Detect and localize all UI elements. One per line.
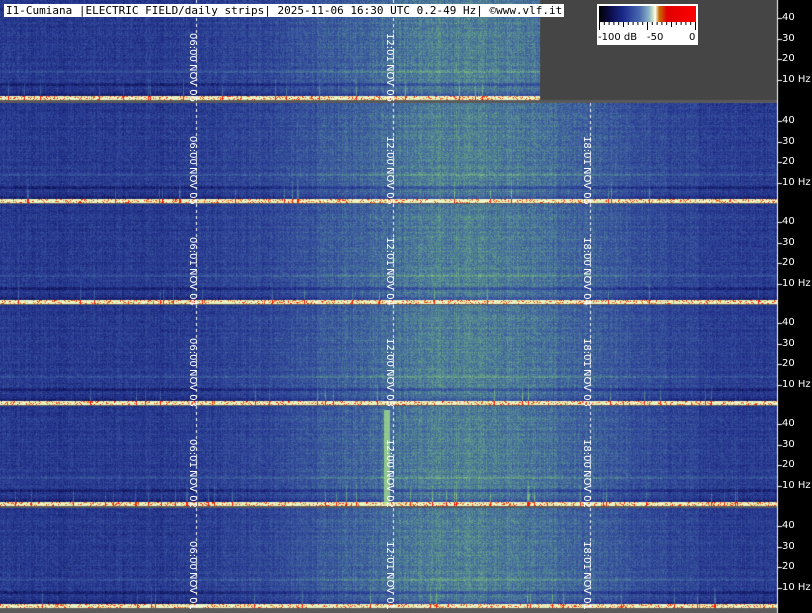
colorbar-label-mid: -50 — [647, 32, 664, 43]
y-tick-label: 20 — [782, 156, 795, 167]
y-tick-label: 20 — [782, 459, 795, 470]
time-mark-label: 12:01 — [384, 33, 395, 62]
date-mark-label: NOV 05 — [384, 167, 395, 205]
date-mark-label: NOV 03 — [187, 369, 198, 407]
time-mark-label: 06:00 — [187, 136, 198, 165]
y-tick-label: 30 — [782, 237, 795, 248]
y-tick-label: 40 — [782, 317, 795, 328]
time-mark-label: 06:00 — [187, 541, 198, 570]
time-mark-label: 06:00 — [187, 338, 198, 367]
date-mark-label: NOV 02 — [187, 470, 198, 508]
y-tick-label: 10 Hz — [782, 480, 811, 491]
time-mark-label: 12:00 — [384, 338, 395, 367]
colorbar-gradient — [599, 6, 696, 22]
date-mark-label: NOV 03 — [581, 369, 592, 407]
time-mark-label: 06:01 — [187, 237, 198, 266]
date-mark-label: NOV 05 — [187, 167, 198, 205]
y-tick-label: 30 — [782, 541, 795, 552]
y-tick-label: 40 — [782, 216, 795, 227]
y-tick-label: 40 — [782, 115, 795, 126]
time-mark-label: 12:01 — [384, 541, 395, 570]
date-mark-label: NOV 01 — [384, 572, 395, 610]
y-tick-label: 40 — [782, 12, 795, 23]
time-mark-label: 18:01 — [581, 541, 592, 570]
date-mark-label: NOV 06 — [187, 64, 198, 102]
y-tick-label: 10 Hz — [782, 582, 811, 593]
time-mark-label: 18:00 — [581, 237, 592, 266]
y-tick-label: 10 Hz — [782, 278, 811, 289]
date-mark-label: NOV 02 — [581, 470, 592, 508]
date-mark-label: NOV 05 — [581, 167, 592, 205]
y-tick-label: 20 — [782, 358, 795, 369]
y-tick-label: 20 — [782, 561, 795, 572]
y-tick-label: 10 Hz — [782, 177, 811, 188]
date-mark-label: NOV 01 — [581, 572, 592, 610]
y-tick-label: 30 — [782, 33, 795, 44]
y-tick-label: 30 — [782, 136, 795, 147]
y-tick-label: 10 Hz — [782, 74, 811, 85]
colorbar-label-min: -100 dB — [598, 32, 638, 43]
y-tick-label: 10 Hz — [782, 379, 811, 390]
y-tick-label: 30 — [782, 338, 795, 349]
time-mark-label: 12:00 — [384, 439, 395, 468]
time-mark-label: 06:01 — [187, 439, 198, 468]
colorbar-label-max: 0 — [689, 32, 696, 43]
date-mark-label: NOV 03 — [384, 369, 395, 407]
date-mark-label: NOV 02 — [384, 470, 395, 508]
time-mark-label: 12:00 — [384, 136, 395, 165]
y-tick-label: 20 — [782, 53, 795, 64]
time-mark-label: 18:01 — [581, 136, 592, 165]
date-mark-label: NOV 01 — [187, 572, 198, 610]
y-tick-label: 40 — [782, 520, 795, 531]
colorbar-ticks — [599, 22, 696, 30]
date-mark-label: NOV 04 — [581, 268, 592, 306]
colorbar-legend: -100 dB -50 0 — [597, 4, 698, 45]
y-tick-label: 30 — [782, 439, 795, 450]
time-mark-label: 12:01 — [384, 237, 395, 266]
time-mark-label: 06:00 — [187, 33, 198, 62]
date-mark-label: NOV 04 — [384, 268, 395, 306]
date-mark-label: NOV 06 — [384, 64, 395, 102]
y-tick-label: 40 — [782, 418, 795, 429]
time-mark-label: 18:00 — [581, 439, 592, 468]
chart-title: I1-Cumiana |ELECTRIC FIELD/daily strips|… — [4, 4, 565, 17]
date-mark-label: NOV 04 — [187, 268, 198, 306]
time-mark-label: 18:01 — [581, 338, 592, 367]
y-tick-label: 20 — [782, 257, 795, 268]
